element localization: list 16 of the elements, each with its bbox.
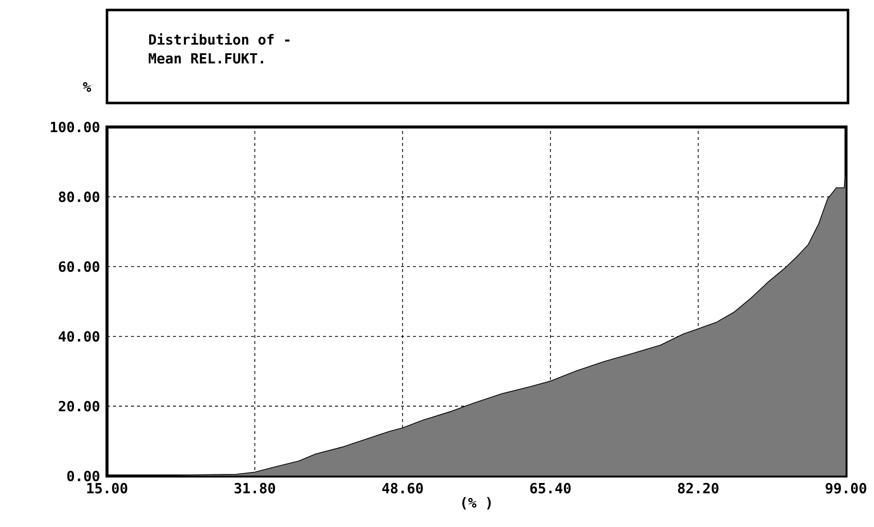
y-axis-title: % xyxy=(83,82,92,92)
chart-title: Distribution of - xyxy=(149,33,290,45)
y-tick-label: 0.00 xyxy=(67,470,100,482)
y-tick-label: 100.00 xyxy=(50,122,100,132)
y-tick-label: 40.00 xyxy=(58,331,100,342)
x-tick-label: 31.80 xyxy=(234,482,276,494)
x-tick-label: 15.00 xyxy=(87,482,128,494)
x-axis-title: (% ) xyxy=(462,497,491,510)
x-tick-label: 65.40 xyxy=(530,482,571,494)
y-tick-label: 20.00 xyxy=(58,400,100,412)
x-tick-label: 48.60 xyxy=(382,482,423,494)
y-tick-label: 60.00 xyxy=(58,261,100,272)
x-tick-label: 99.00 xyxy=(826,482,866,494)
chart-subtitle: Mean REL.FUKT. xyxy=(148,53,264,64)
x-tick-label: 82.20 xyxy=(678,482,718,494)
y-tick-label: 80.00 xyxy=(58,191,100,202)
